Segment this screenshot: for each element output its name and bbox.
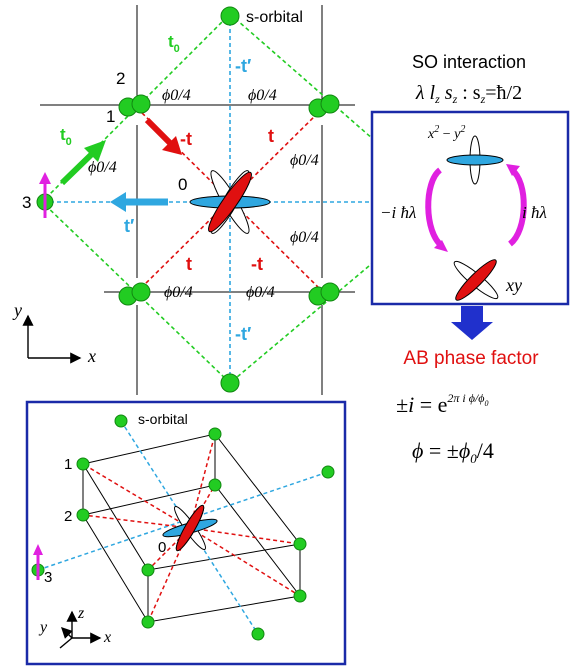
- site-top: [220, 6, 240, 26]
- central-orbitals-3d: [162, 504, 218, 552]
- so-formula: λ lz sz : sz=ħ/2: [415, 82, 522, 106]
- so-interaction-panel: SO interaction λ lz sz : sz=ħ/2 x2 − y2 …: [370, 52, 570, 466]
- flux-right-lower: ϕ0/4: [290, 229, 319, 246]
- phi-equation: ϕ = ±ϕ0/4: [412, 438, 494, 466]
- axis-label-z-3d: z: [77, 605, 85, 622]
- label-t0-left: t0: [60, 125, 72, 148]
- ab-phase-title: AB phase factor: [403, 348, 539, 369]
- green-sites: [36, 6, 340, 393]
- site-label-3-3d: 3: [44, 569, 52, 586]
- axes-3d: z y x: [38, 605, 111, 649]
- axis-label-y-3d: y: [38, 619, 48, 636]
- orbital-x2-y2: [446, 135, 504, 185]
- site-label-0-3d: 0: [158, 539, 166, 556]
- site-ur-front: [320, 94, 340, 114]
- magenta-arrow-right: [507, 167, 527, 247]
- amp-right-label: i ħλ: [522, 203, 547, 222]
- orbital-xy: [453, 259, 499, 301]
- site-label-2: 2: [116, 69, 125, 88]
- axis-label-y: y: [12, 300, 22, 320]
- orbital-red-diagonal: [208, 171, 252, 233]
- hopping-arrows: [39, 117, 182, 218]
- site-label-1: 1: [106, 107, 115, 126]
- amp-left-label: −i ħλ: [380, 203, 416, 222]
- arrow-t0: [59, 147, 99, 186]
- axis-label-x: x: [87, 346, 96, 366]
- flux-upper-right: ϕ0/4: [248, 87, 277, 104]
- site-label-2-3d: 2: [64, 508, 72, 525]
- site-bottom: [220, 373, 240, 393]
- central-orbitals: [189, 170, 271, 234]
- label-t-lower: t: [186, 254, 192, 274]
- arrow-minus-t: [144, 117, 175, 148]
- down-arrow: [451, 306, 493, 340]
- site-label-0: 0: [178, 175, 187, 194]
- site-label-3: 3: [22, 193, 31, 212]
- label-t0-top: t0: [168, 32, 180, 55]
- flux-lower-left: ϕ0/4: [164, 284, 193, 301]
- site-1-front: [131, 94, 151, 114]
- label-t-upper: t: [268, 126, 274, 146]
- magenta-arrow-left: [425, 167, 445, 249]
- label-minus-tprime-top: -t′: [235, 56, 251, 76]
- axes-2d: y x: [12, 300, 96, 366]
- flux-upper-left: ϕ0/4: [162, 87, 191, 104]
- bottom-3d-diagram: s-orbital 0 1 2 3 z y x: [25, 400, 347, 666]
- flux-lower-right: ϕ0/4: [246, 284, 275, 301]
- s-orbital-label: s-orbital: [246, 9, 303, 26]
- axis-label-x-3d: x: [103, 629, 111, 646]
- site-ll-front: [131, 282, 151, 302]
- label-minus-t-upper: -t: [180, 129, 192, 149]
- flux-mid-left: ϕ0/4: [88, 159, 117, 176]
- label-minus-t-lower: -t: [251, 254, 263, 274]
- label-tprime-left: t′: [124, 216, 134, 236]
- flux-mid-right: ϕ0/4: [290, 152, 319, 169]
- site-lr-front: [320, 282, 340, 302]
- so-title: SO interaction: [412, 52, 526, 72]
- orbital-x2-y2-label: x2 − y2: [427, 124, 465, 142]
- label-minus-tprime-bottom: -t′: [235, 324, 251, 344]
- phase-equation: ±i = e2π i ϕ/ϕ0: [396, 391, 488, 417]
- site-label-1-3d: 1: [64, 456, 72, 473]
- orbital-xy-label: xy: [505, 275, 522, 295]
- s-orbital-label-3d: s-orbital: [138, 411, 188, 427]
